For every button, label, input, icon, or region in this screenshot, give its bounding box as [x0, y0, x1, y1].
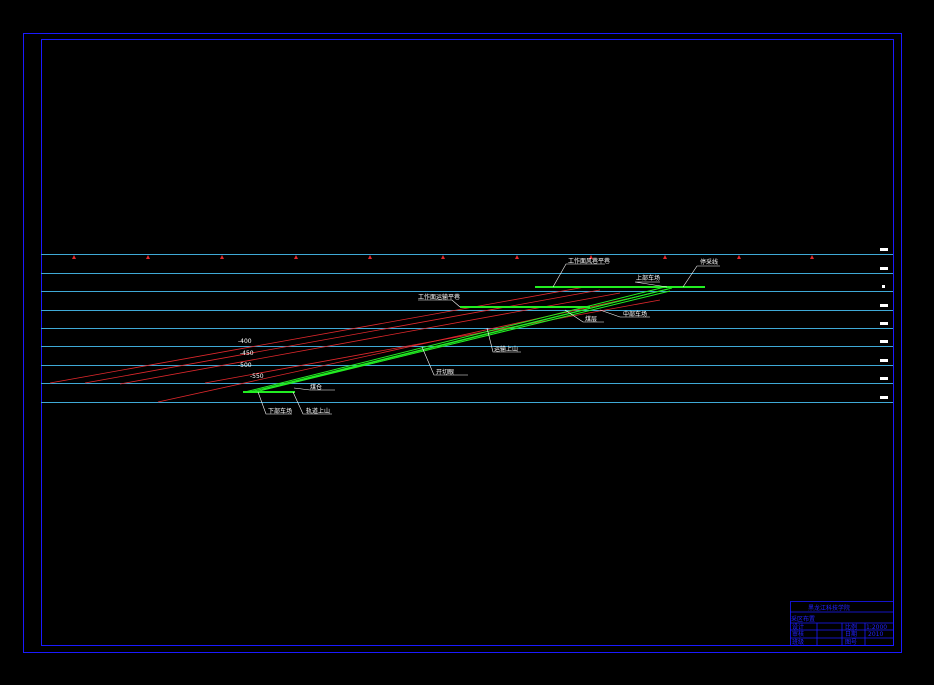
label-track-up: 轨道上山 — [306, 407, 330, 415]
level-tick — [880, 377, 888, 380]
level-tick — [880, 304, 888, 307]
label-upper-yard: 上部车场 — [636, 274, 660, 282]
label-level-1: -400 — [238, 338, 252, 345]
label-open-cut: 开切眼 — [436, 369, 454, 376]
label-level-2: -450 — [240, 350, 254, 357]
label-incline-up: 运输上山 — [494, 345, 518, 353]
label-coal-seam: 煤层 — [585, 315, 597, 323]
marker-arrow-icon — [146, 255, 150, 259]
title-row1-mid: 比例 — [845, 623, 857, 631]
title-row3-mid: 图号 — [845, 639, 857, 646]
level-tick — [882, 285, 885, 288]
title-drawing-label: 采区布置 — [791, 615, 815, 623]
leader-lines — [257, 263, 720, 415]
label-top-airway: 工作面风巷平巷 — [568, 257, 610, 265]
marker-arrow-icon — [737, 255, 741, 259]
red-roadways — [49, 286, 661, 403]
label-middle-yard: 中部车场 — [623, 310, 647, 318]
level-tick — [880, 267, 888, 270]
coal-seam — [243, 286, 705, 393]
level-tick — [880, 359, 888, 362]
level-tick — [880, 396, 888, 399]
label-haulage: 工作面运输平巷 — [418, 293, 460, 301]
level-lines — [41, 254, 893, 403]
label-level-4: -550 — [250, 373, 264, 380]
drawing-frame — [23, 33, 902, 653]
drawing-labels: 工作面风巷平巷 上部车场 停采线 工作面运输平巷 中部车场 煤层 运输上山 开切… — [238, 257, 718, 415]
title-school: 黑龙江科技学院 — [808, 604, 850, 612]
title-row2-left: 审核 — [792, 630, 804, 638]
title-row1-val: 1:2000 — [866, 624, 887, 631]
title-row1-left: 设计 — [792, 623, 804, 631]
title-row2-mid: 日期 — [845, 630, 857, 638]
label-stop-line: 停采线 — [700, 258, 718, 266]
title-row3-left: 班级 — [792, 638, 804, 646]
marker-arrow-icon — [220, 255, 224, 259]
label-lower-yard: 下部车场 — [268, 407, 292, 415]
marker-arrow-icon — [294, 255, 298, 259]
marker-arrow-icon — [441, 255, 445, 259]
level-ticks — [880, 248, 888, 399]
marker-arrow-icon — [368, 255, 372, 259]
surface-markers — [72, 255, 814, 259]
level-tick — [880, 322, 888, 325]
level-tick — [880, 340, 888, 343]
title-block — [790, 601, 894, 646]
marker-arrow-icon — [589, 255, 593, 259]
marker-arrow-icon — [810, 255, 814, 259]
marker-arrow-icon — [663, 255, 667, 259]
marker-arrow-icon — [72, 255, 76, 259]
title-row2-val: 2010 — [868, 631, 883, 638]
label-sump: 煤仓 — [310, 383, 322, 391]
marker-arrow-icon — [515, 255, 519, 259]
label-level-3: -500 — [238, 362, 252, 369]
level-tick — [880, 248, 888, 251]
